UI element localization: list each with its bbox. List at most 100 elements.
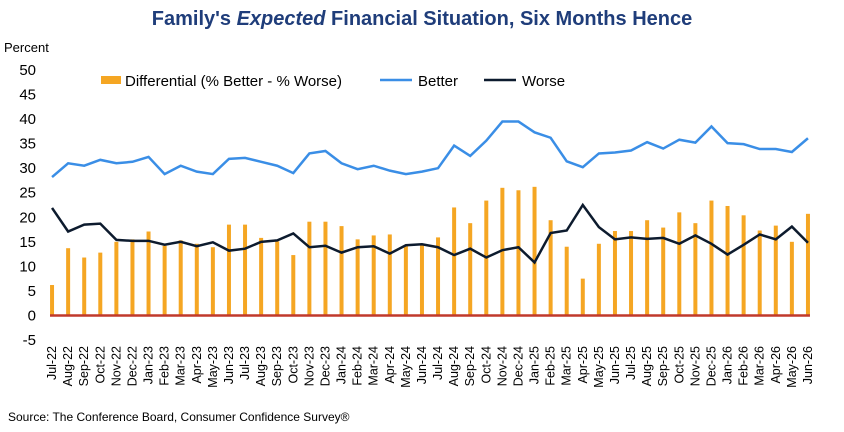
differential-bars <box>50 186 810 316</box>
differential-bar <box>629 231 634 316</box>
x-tick-label: Mar-23 <box>174 346 188 386</box>
x-tick-label: May-23 <box>206 346 220 388</box>
differential-bar <box>789 241 794 316</box>
x-tick-label: Oct-22 <box>93 346 107 384</box>
differential-bar <box>275 241 280 316</box>
x-tick-label: Mar-24 <box>367 346 381 386</box>
differential-bar <box>709 200 714 316</box>
differential-bar <box>307 221 312 316</box>
differential-bar <box>741 215 746 316</box>
x-tick-label: Jan-25 <box>528 346 542 384</box>
differential-bar <box>194 243 199 316</box>
legend-swatch-differential <box>101 76 121 84</box>
worse-series-line <box>51 202 809 265</box>
legend-label-worse: Worse <box>522 73 565 90</box>
title-suffix: Financial Situation, Six Months Hence <box>325 8 693 30</box>
y-axis-label: Percent <box>4 40 49 55</box>
better-series-line <box>51 120 809 178</box>
differential-bar <box>468 223 473 316</box>
legend-label-differential: Differential (% Better - % Worse) <box>125 73 342 90</box>
x-ticks: Jul-22 Aug-22 Sep-22 Oct-22 Nov-22 Dec-22 Jan-… <box>45 346 815 388</box>
differential-bar <box>661 227 666 316</box>
differential-bar <box>339 226 344 316</box>
x-tick-label: Jan-23 <box>142 346 156 384</box>
x-tick-label: Jul-22 <box>45 346 59 380</box>
x-tick-label: Apr-23 <box>190 346 204 384</box>
y-tick-label: 0 <box>28 307 36 324</box>
chart-title: Family's Expected Financial Situation, S… <box>0 8 844 31</box>
differential-bar <box>548 220 553 316</box>
differential-bar <box>805 213 810 316</box>
differential-bar <box>773 225 778 316</box>
legend: Differential (% Better - % Worse) Better… <box>101 73 565 90</box>
x-tick-label: Jan-26 <box>721 346 735 384</box>
x-tick-label: May-25 <box>592 346 606 388</box>
x-tick-label: Jun-24 <box>415 346 429 384</box>
title-prefix: Family's <box>151 8 237 30</box>
y-tick-label: 25 <box>19 185 36 202</box>
y-tick-label: 20 <box>19 209 36 226</box>
x-tick-label: Nov-24 <box>495 346 509 386</box>
x-tick-label: Jun-26 <box>801 346 815 384</box>
differential-bar <box>355 239 360 316</box>
x-tick-label: Apr-25 <box>576 346 590 384</box>
differential-bar <box>452 207 457 316</box>
differential-bar <box>259 237 264 316</box>
x-tick-label: Sep-25 <box>656 346 670 386</box>
x-tick-label: Feb-25 <box>544 346 558 386</box>
differential-bar <box>162 245 167 316</box>
y-tick-label: 5 <box>28 283 36 300</box>
x-tick-label: Dec-25 <box>704 346 718 386</box>
x-tick-label: Aug-24 <box>447 346 461 386</box>
y-tick-label: -5 <box>23 332 36 349</box>
x-tick-label: Aug-22 <box>61 346 75 386</box>
x-tick-label: Sep-22 <box>77 346 91 386</box>
y-tick-label: 15 <box>19 234 36 251</box>
x-tick-label: Aug-23 <box>254 346 268 386</box>
differential-bar <box>66 248 71 316</box>
differential-bar <box>693 223 698 316</box>
differential-bar <box>580 278 585 316</box>
x-tick-label: Jan-24 <box>335 346 349 384</box>
differential-bar <box>243 224 248 316</box>
x-tick-label: Feb-24 <box>351 346 365 386</box>
differential-bar <box>757 230 762 316</box>
x-tick-label: Dec-23 <box>318 346 332 386</box>
differential-bar <box>323 221 328 316</box>
x-tick-label: Mar-25 <box>560 346 574 386</box>
differential-bar <box>516 190 521 316</box>
source-note: Source: The Conference Board, Consumer C… <box>8 410 350 424</box>
y-tick-label: 10 <box>19 258 36 275</box>
differential-bar <box>532 186 537 316</box>
x-tick-label: Jul-24 <box>431 346 445 380</box>
differential-bar <box>419 244 424 316</box>
differential-bar <box>291 255 296 316</box>
differential-bar <box>130 239 135 316</box>
x-tick-label: Nov-22 <box>109 346 123 386</box>
x-tick-label: Dec-22 <box>125 346 139 386</box>
x-tick-label: Jul-23 <box>238 346 252 380</box>
differential-bar <box>500 187 505 316</box>
legend-label-better: Better <box>418 73 458 90</box>
differential-bar <box>677 212 682 316</box>
differential-bar <box>403 245 408 316</box>
y-ticks: -5 0 5 10 15 20 25 30 35 40 45 50 <box>19 62 36 349</box>
y-tick-label: 45 <box>19 87 36 104</box>
x-tick-label: May-24 <box>399 346 413 388</box>
x-tick-label: Jun-23 <box>222 346 236 384</box>
x-tick-label: Oct-24 <box>479 346 493 384</box>
differential-bar <box>98 252 103 316</box>
differential-bar <box>436 237 441 316</box>
differential-bar <box>146 231 151 316</box>
x-tick-label: Mar-26 <box>753 346 767 386</box>
x-tick-label: Aug-25 <box>640 346 654 386</box>
x-tick-label: Oct-25 <box>672 346 686 384</box>
differential-bar <box>210 247 215 316</box>
differential-bar <box>725 205 730 316</box>
y-tick-label: 40 <box>19 111 36 128</box>
title-emphasis: Expected <box>236 8 326 30</box>
x-tick-label: Dec-24 <box>511 346 525 386</box>
x-tick-label: Oct-23 <box>286 346 300 384</box>
differential-bar <box>50 285 55 316</box>
